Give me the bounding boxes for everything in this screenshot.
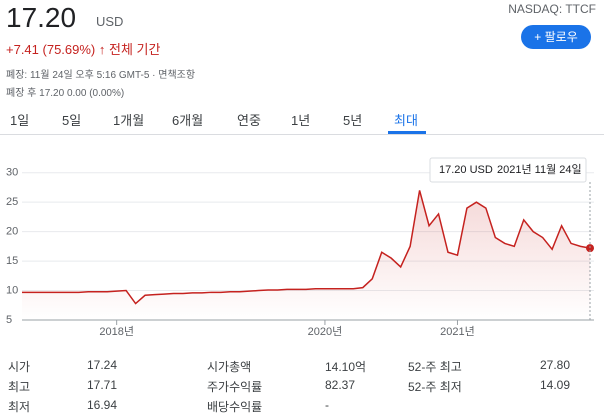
y-tick-label: 30	[6, 167, 18, 179]
price: 17.20	[6, 2, 77, 33]
stat-label: 최저	[8, 400, 31, 414]
stat-label: 시가	[8, 360, 31, 374]
follow-button[interactable]: + 팔로우	[521, 25, 591, 49]
change-period: 전체 기간	[109, 42, 161, 57]
y-tick-label: 25	[6, 196, 18, 208]
follow-label: 팔로우	[544, 30, 578, 44]
end-point	[586, 244, 594, 253]
x-tick-label: 2021년	[440, 325, 475, 338]
stat-value: 14.09	[540, 378, 571, 392]
stat-label: 52-주 최고	[408, 360, 462, 374]
chart: 5 10 15 20 25 30 2018년 2020년 2021년 17.20 USD 2021년…	[6, 157, 594, 338]
tab[interactable]: 5년	[343, 113, 363, 128]
stat-value: 82.37	[325, 378, 356, 392]
stat-label: 배당수익률	[207, 400, 263, 414]
tooltip-value: 17.20 USD	[439, 164, 493, 176]
stat-value: 14.10억	[325, 360, 367, 374]
currency: USD	[96, 14, 124, 29]
tooltip	[429, 157, 587, 183]
x-tick-label: 2018년	[99, 325, 134, 338]
area	[22, 190, 590, 320]
stat-value: 17.24	[87, 358, 118, 372]
status-line: 폐장: 11월 24일 오후 5:16 GMT-5 · 면책조항	[6, 70, 196, 81]
y-tick-label: 15	[6, 255, 18, 267]
x-tick-label: 2020년	[308, 325, 343, 338]
stat-value: 27.80	[540, 358, 571, 372]
tab[interactable]: 최대	[394, 113, 418, 128]
stat-value: 16.94	[87, 398, 118, 412]
price-line	[22, 190, 591, 305]
divider	[0, 134, 604, 135]
stat-label: 52-주 최저	[408, 380, 462, 394]
change: +7.41 (75.69%) ↑ 전체 기간	[6, 39, 160, 58]
tooltip-date: 2021년 11월 24일	[497, 162, 582, 176]
change-value: +7.41 (75.69%)	[6, 42, 96, 57]
exchange: NASDAQ: TTCF	[508, 2, 596, 16]
tab[interactable]: 연중	[237, 113, 261, 128]
active-tab-underline	[388, 131, 426, 134]
stat-label: 주가수익률	[207, 380, 263, 394]
stat-label: 최고	[8, 380, 31, 394]
tab[interactable]: 1년	[291, 113, 311, 128]
y-tick-label: 20	[6, 226, 18, 238]
tab[interactable]: 6개월	[172, 113, 204, 128]
tab[interactable]: 1일	[10, 113, 30, 128]
stat-label: 시가총액	[207, 360, 252, 374]
tab[interactable]: 5일	[62, 113, 82, 128]
up-arrow: ↑	[98, 42, 106, 57]
tab[interactable]: 1개월	[113, 113, 145, 128]
after-hours: 폐장 후 17.20 0.00 (0.00%)	[6, 88, 125, 99]
stat-value: 17.71	[87, 378, 118, 392]
y-tick-label: 10	[6, 284, 18, 296]
y-tick-label: 5	[6, 314, 12, 326]
stat-value: -	[325, 398, 329, 412]
